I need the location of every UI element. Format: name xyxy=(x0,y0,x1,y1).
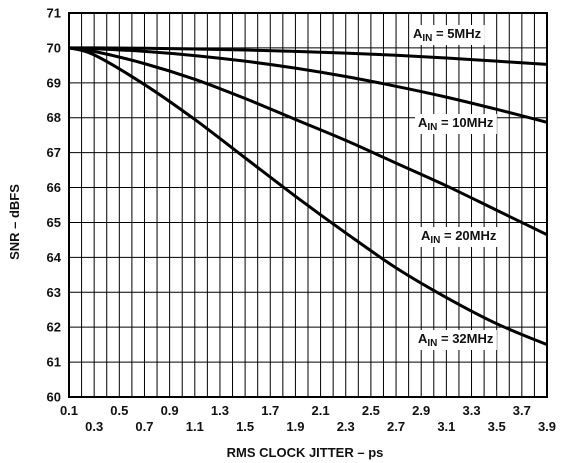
x-tick-label: 3.3 xyxy=(462,403,480,418)
series-label-background xyxy=(418,227,500,247)
y-tick-label: 71 xyxy=(47,6,61,21)
x-tick-label: 0.5 xyxy=(110,403,128,418)
x-tick-label: 1.5 xyxy=(236,419,254,434)
x-tick-label: 1.7 xyxy=(261,403,279,418)
y-tick-label: 60 xyxy=(47,390,61,405)
series-line xyxy=(68,46,548,124)
x-tick-label: 3.5 xyxy=(488,419,506,434)
x-tick-label: 3.9 xyxy=(538,419,556,434)
curves xyxy=(68,46,548,347)
x-tick-label: 2.3 xyxy=(337,419,355,434)
series-line xyxy=(68,46,548,66)
x-tick-label: 0.9 xyxy=(161,403,179,418)
x-tick-label: 0.1 xyxy=(60,403,78,418)
y-tick-label: 61 xyxy=(47,355,61,370)
series-line xyxy=(68,46,548,237)
x-tick-label: 3.7 xyxy=(513,403,531,418)
y-tick-label: 63 xyxy=(47,285,61,300)
x-tick-label: 2.5 xyxy=(362,403,380,418)
y-tick-label: 70 xyxy=(47,40,61,55)
y-tick-label: 62 xyxy=(47,320,61,335)
x-tick-label: 3.1 xyxy=(437,419,455,434)
y-tick-labels: 60 61 62 63 64 65 66 67 68 69 70 71 xyxy=(47,6,62,405)
y-tick-label: 64 xyxy=(47,250,62,265)
y-tick-label: 68 xyxy=(47,110,61,125)
y-tick-label: 66 xyxy=(47,180,61,195)
x-tick-label: 1.1 xyxy=(186,419,204,434)
x-tick-label: 2.1 xyxy=(312,403,330,418)
series-label: AIN = 32MHz xyxy=(418,331,494,349)
series-line xyxy=(68,46,548,347)
x-tick-label: 1.9 xyxy=(286,419,304,434)
x-tick-label: 1.3 xyxy=(211,403,229,418)
x-axis-title: RMS CLOCK JITTER – ps xyxy=(227,445,384,460)
x-tick-label: 2.9 xyxy=(412,403,430,418)
y-axis-title: SNR – dBFS xyxy=(7,184,22,260)
x-tick-labels: 0.1 0.5 0.9 1.3 1.7 2.1 2.5 2.9 3.3 3.7 0.3 0.7 1.1 1… xyxy=(60,403,556,434)
series-label: AIN = 10MHz xyxy=(418,115,494,133)
y-tick-label: 65 xyxy=(47,215,61,230)
y-tick-label: 69 xyxy=(47,75,61,90)
x-tick-label: 0.3 xyxy=(85,419,103,434)
grid xyxy=(69,13,547,397)
series-label-background xyxy=(415,330,497,350)
y-tick-label: 67 xyxy=(47,145,61,160)
x-tick-label: 2.7 xyxy=(387,419,405,434)
plot-frame xyxy=(68,12,548,398)
series-label: AIN = 20MHz xyxy=(421,228,497,246)
series-label-background xyxy=(410,25,485,45)
x-tick-label: 0.7 xyxy=(135,419,153,434)
series-label-background xyxy=(415,114,497,134)
